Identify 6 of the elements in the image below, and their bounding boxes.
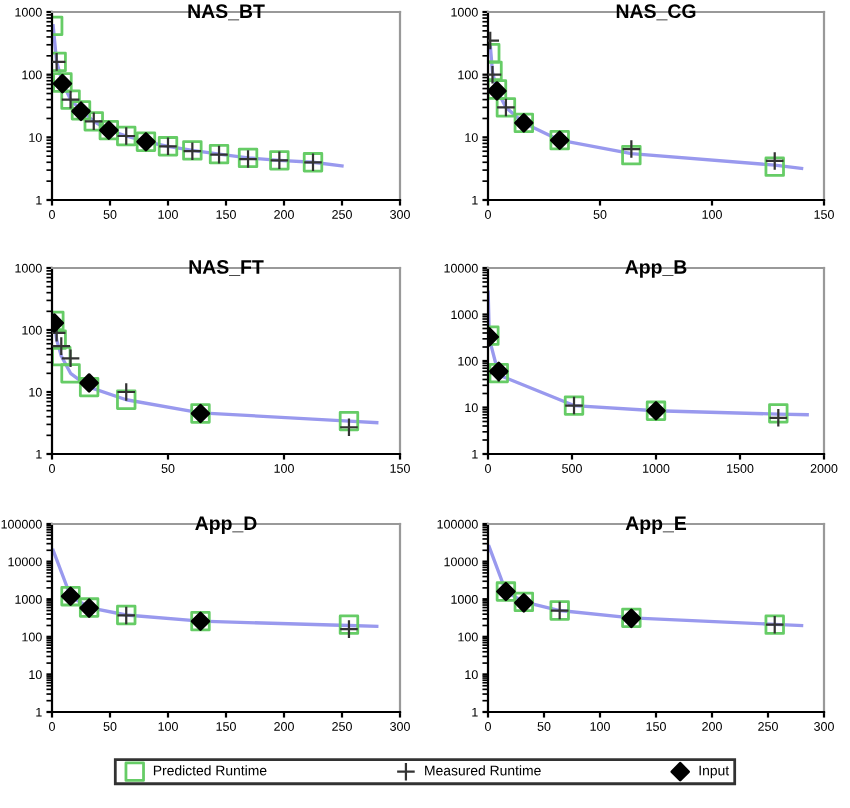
chart-title: NAS_FT xyxy=(189,260,264,277)
chart-title: NAS_CG xyxy=(616,4,696,21)
chart-title: App_D xyxy=(195,516,257,534)
chart-title: NAS_BT xyxy=(188,4,265,21)
chart-title: App_B xyxy=(625,260,687,278)
chart-title: App_E xyxy=(625,516,687,534)
